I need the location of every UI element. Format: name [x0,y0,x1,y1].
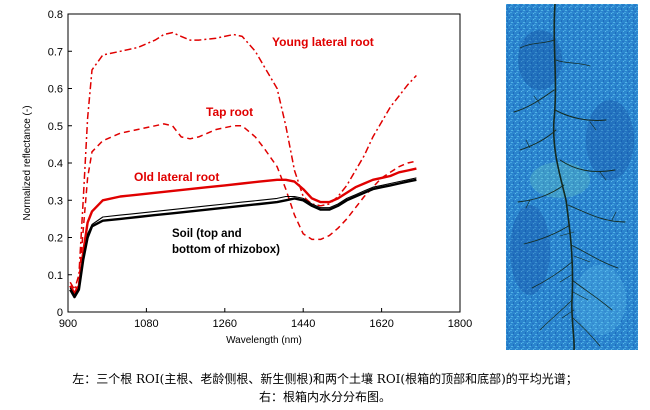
plot-frame [67,13,461,313]
rhizobox-water-distribution-image [506,4,638,350]
y-tick-label: 0.1 [48,270,63,282]
series-line-soil2 [69,177,417,296]
figure-caption-line2: 右：根箱内水分分布图。 [258,390,391,404]
y-axis-title: Normalized reflectance (-) [22,105,33,220]
y-tick-label: 0.4 [48,158,63,170]
y-tick-label: 0.6 [48,84,63,96]
y-tick-label: 0.2 [48,233,63,245]
axis-ticks: 900 1080 1260 1440 1620 1800 0 0.1 0.2 0.3 0.4 0.5 0… [48,9,473,330]
x-tick-label: 1800 [448,318,472,330]
y-tick-label: 0.5 [48,121,63,133]
x-tick-label: 1620 [369,318,393,330]
x-tick-label: 1260 [213,318,237,330]
y-tick-label: 0.7 [48,46,63,58]
figure-canvas: 900 1080 1260 1440 1620 1800 0 0.1 0.2 0.3 0.4 0.5 0… [22,4,638,350]
annotation-soil-line1: Soil (top and [172,228,242,240]
annotation-young-lateral-root: Young lateral root [272,35,374,49]
series-lines [69,31,417,299]
x-tick-label: 1440 [291,318,315,330]
x-tick-label: 1080 [134,318,158,330]
y-tick-label: 0 [57,307,63,319]
y-tick-label: 0.3 [48,195,63,207]
annotation-old-lateral-root: Old lateral root [134,170,219,184]
root-system-icon [513,4,626,350]
spectra-chart: 900 1080 1260 1440 1620 1800 0 0.1 0.2 0.3 0.4 0.5 0… [22,9,472,346]
series-line-old [69,167,417,295]
figure-caption-line1: 左：三个根 ROI(主根、老龄侧根、新生侧根)和两个土壤 ROI(根箱的顶部和底… [72,372,578,386]
annotation-soil-line2: bottom of rhizobox) [172,244,280,256]
series-line-soil1 [69,178,417,299]
x-tick-label: 900 [59,318,77,330]
series-line-tap [69,123,417,295]
annotation-tap-root: Tap root [206,105,253,119]
x-axis-title: Wavelength (nm) [226,335,302,346]
y-tick-label: 0.8 [48,9,63,21]
